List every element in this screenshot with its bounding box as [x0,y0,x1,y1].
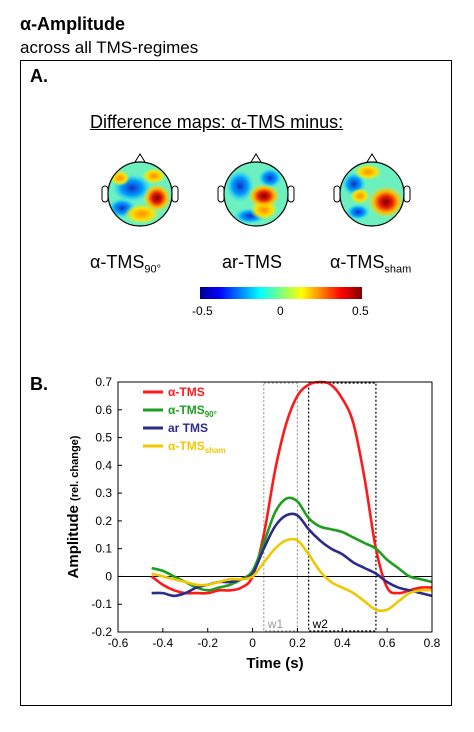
y-tick-label: -0.1 [91,597,112,611]
map-label-3: α-TMSsham [330,252,412,276]
y-axis-label: Amplitude (rel. change) [65,435,82,578]
topo-map-3 [333,153,411,227]
y-tick-label: 0.4 [95,458,112,472]
x-tick-label: 0.4 [334,636,351,650]
topo-map-1 [101,153,179,227]
y-tick-label: 0.2 [95,514,112,528]
x-tick-label: -0.4 [153,636,174,650]
figure-subtitle: across all TMS-regimes [20,38,199,57]
y-tick-label: 0 [105,569,112,583]
x-tick-label: 0 [249,636,256,650]
series-line-4 [151,537,433,613]
colorbar [200,287,362,299]
x-tick-label: -0.6 [108,636,129,650]
x-tick-label: 0.6 [379,636,396,650]
panel-b-label: B. [30,374,48,394]
x-tick-label: -0.2 [197,636,218,650]
figure-title: α-Amplitude [20,14,126,34]
legend-entry-2: α-TMS90° [168,403,217,419]
amplitude-chart: w1 w2 -0.6 -0.4 -0.2 0 0.2 0.4 0.6 0.8 -0.2 -0.1 0 0.… [65,375,441,672]
y-tick-label: 0.1 [95,542,112,556]
y-tick-label: 0.5 [95,431,112,445]
window-label-2: w2 [312,617,329,631]
map-label-2: ar-TMS [222,252,282,272]
y-tick-label: -0.2 [91,625,112,639]
colorbar-min-label: -0.5 [192,304,213,318]
topo-map-2 [217,153,295,227]
topo-maps [101,153,411,227]
maps-heading: Difference maps: α-TMS minus: [90,112,344,132]
colorbar-mid-label: 0 [277,304,284,318]
colorbar-max-label: 0.5 [352,304,369,318]
window-label-1: w1 [267,617,284,631]
map-label-1: α-TMS90° [90,252,162,276]
window-box-1 [263,382,299,632]
x-tick-label: 0.2 [289,636,306,650]
y-tick-label: 0.6 [95,403,112,417]
window-box-2 [308,382,377,632]
series-line-1 [150,380,433,595]
y-tick-label: 0.7 [95,375,112,389]
y-tick-label: 0.3 [95,486,112,500]
figure-frame [20,60,452,706]
series-line-3 [151,512,433,598]
x-tick-label: 0.8 [424,636,441,650]
legend-entry-1: α-TMS [168,385,205,399]
legend-entry-4: α-TMSsham [168,439,226,455]
panel-a-label: A. [30,66,48,86]
plot-area [117,381,433,633]
legend-entry-3: ar TMS [168,421,208,435]
x-axis-label: Time (s) [246,655,303,672]
